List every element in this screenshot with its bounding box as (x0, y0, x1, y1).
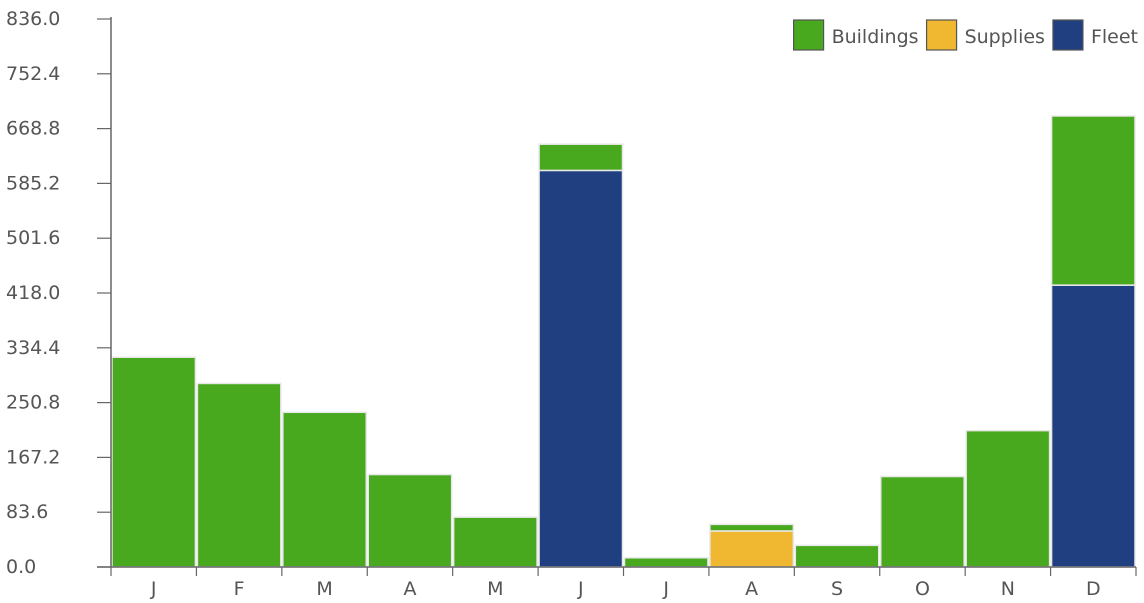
x-tick-label: F (234, 578, 245, 599)
y-tick-label: 585.2 (6, 172, 60, 194)
y-tick-label: 250.8 (6, 392, 60, 414)
y-tick-label: 668.8 (6, 118, 60, 140)
x-tick-label: M (316, 578, 332, 599)
x-tick-label: J (662, 578, 669, 599)
bar-fleet-11 (1050, 284, 1136, 568)
y-tick-label: 836.0 (6, 8, 60, 30)
x-tick-label: D (1086, 578, 1101, 599)
x-tick-label: S (831, 578, 843, 599)
bar-supplies-7 (709, 530, 795, 568)
bar-buildings-8 (794, 544, 880, 568)
x-tick-label: O (915, 578, 930, 599)
legend-swatch (925, 19, 958, 51)
x-tick-label: A (403, 578, 416, 599)
y-tick-label: 334.4 (6, 337, 60, 359)
bar-buildings-5 (538, 143, 624, 172)
bar-buildings-9 (880, 475, 965, 568)
bar-buildings-11 (1050, 115, 1136, 286)
legend-swatch (1052, 19, 1084, 51)
axes-layer: 0.0 83.6 167.2 250.8 334.4 418.0 501.6 585.2 668… (6, 8, 1137, 600)
y-tick-label: 501.6 (6, 227, 60, 249)
bar-buildings-2 (282, 411, 367, 568)
bar-buildings-7 (709, 523, 795, 532)
legend-item-fleet: Fleet (1052, 19, 1138, 51)
x-tick-label: J (577, 578, 584, 599)
bars-layer (111, 115, 1136, 568)
legend-label: Fleet (1091, 26, 1138, 48)
x-tick-label: A (745, 578, 758, 599)
legend-label: Supplies (965, 26, 1045, 48)
y-tick-label: 418.0 (6, 282, 60, 304)
x-tick-label: J (150, 578, 157, 599)
legend-swatch (792, 19, 825, 51)
legend-item-buildings: Buildings (792, 19, 919, 51)
y-tick-label: 167.2 (6, 446, 60, 468)
y-tick-label: 0.0 (6, 556, 36, 578)
legend-label: Buildings (832, 26, 919, 48)
bar-fleet-5 (538, 169, 624, 568)
bar-buildings-3 (367, 473, 453, 568)
y-tick-label: 752.4 (6, 63, 60, 85)
bar-buildings-10 (965, 429, 1051, 568)
bar-buildings-1 (196, 382, 282, 568)
bar-buildings-4 (452, 516, 538, 568)
bar-buildings-0 (111, 356, 197, 568)
x-tick-label: M (487, 578, 503, 599)
legend-item-supplies: Supplies (925, 19, 1045, 51)
legend: Fleet Supplies Buildings (792, 19, 1138, 51)
bar-buildings-6 (623, 557, 709, 568)
x-tick-label: N (1001, 578, 1015, 599)
y-tick-label: 83.6 (6, 501, 48, 523)
